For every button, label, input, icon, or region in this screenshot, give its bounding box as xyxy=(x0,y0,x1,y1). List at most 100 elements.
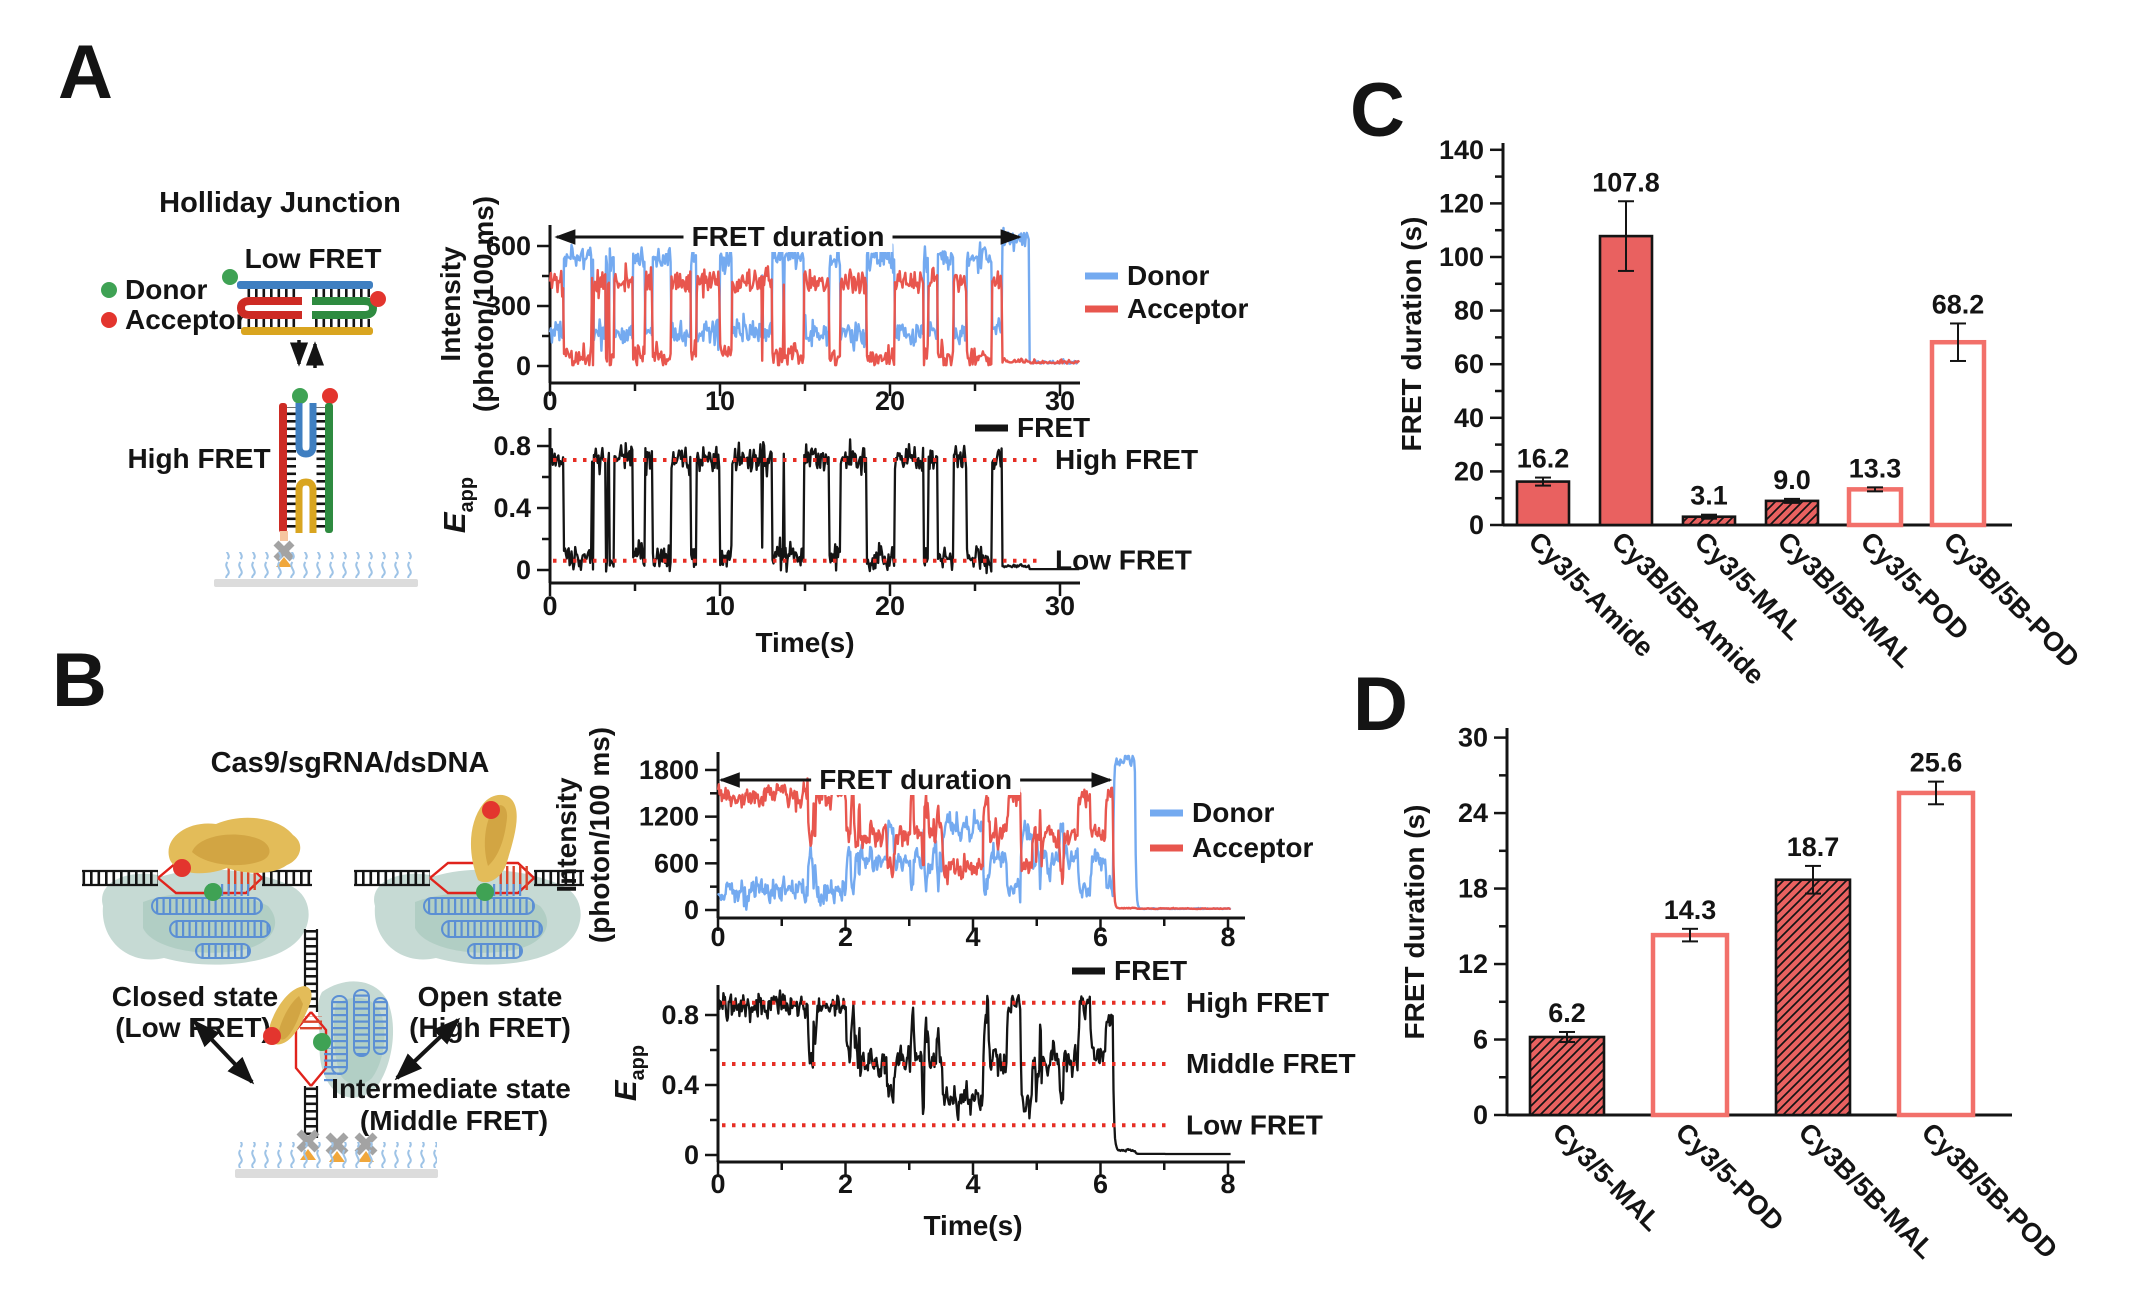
bar-Cy3B/5B-MAL xyxy=(1774,878,1852,1117)
y-tick-label: 600 xyxy=(654,848,699,878)
axes: 0 2 4 6 8 0 600 1200 1800 xyxy=(639,752,1245,952)
y-tick-label: 100 xyxy=(1439,242,1484,272)
fret-trace xyxy=(716,989,1231,1156)
bar-category-label: Cy3/5-POD xyxy=(1670,1117,1790,1237)
x-tick-label: 6 xyxy=(1093,922,1108,952)
axes: 0 10 20 30 0 0.4 0.8 xyxy=(493,428,1080,621)
bar-Cy3B/5B-Amide xyxy=(1598,234,1654,527)
high-fret-structure-icon xyxy=(279,388,338,533)
x-tick-label: 20 xyxy=(875,386,905,416)
panel-d-letter: D xyxy=(1353,662,1408,747)
bar-category-label: Cy3B/5B-POD xyxy=(1938,526,2085,673)
cas9-intermediate-state-icon xyxy=(263,929,394,1138)
intermediate-state-label: Intermediate state xyxy=(331,1073,571,1104)
guide-label: High FRET xyxy=(1186,987,1329,1018)
chart-b-fret: 0 2 4 6 8 0 0.4 0.8 High FRET Middle FRET Low FRET… xyxy=(608,955,1356,1241)
bar-category-label: Cy3/5-MAL xyxy=(1547,1117,1667,1237)
bar-value-label: 14.3 xyxy=(1664,895,1717,925)
bar-Cy3/5-POD xyxy=(1846,487,1904,528)
duration-arrow-label: FRET duration xyxy=(819,764,1012,795)
legend-label: Acceptor xyxy=(1192,832,1313,863)
chart-d-bars: 06121824306.2Cy3/5-MAL14.3Cy3/5-POD18.7C… xyxy=(1399,723,2063,1265)
x-tick-label: 8 xyxy=(1220,1169,1235,1199)
legend: FRET xyxy=(975,412,1090,443)
bar-Cy3/5-POD xyxy=(1650,932,1730,1118)
y-tick-label: 0 xyxy=(516,555,531,585)
x-tick-label: 10 xyxy=(705,591,735,621)
guide-label: High FRET xyxy=(1055,444,1198,475)
y-tick-label: 12 xyxy=(1458,949,1488,979)
cas9-open-body-icon xyxy=(352,861,586,966)
y-tick-label: 80 xyxy=(1454,296,1484,326)
x-tick-label: 20 xyxy=(875,591,905,621)
bar-value-label: 25.6 xyxy=(1910,748,1963,778)
bar-value-label: 9.0 xyxy=(1773,465,1811,495)
guide-label: Low FRET xyxy=(1186,1109,1323,1140)
y-tick-label: 300 xyxy=(486,291,531,321)
bar-Cy3/5-MAL xyxy=(1528,1035,1606,1117)
x-tick-label: 0 xyxy=(710,1169,725,1199)
y-axis-label-eapp: Eapp xyxy=(608,1045,649,1101)
x-tick-label: 4 xyxy=(965,922,980,952)
y-tick-label: 0.4 xyxy=(493,493,531,523)
legend-label: Donor xyxy=(1192,797,1275,828)
bar-value-label: 16.2 xyxy=(1517,444,1570,474)
y-tick-label: 40 xyxy=(1454,403,1484,433)
x-tick-label: 30 xyxy=(1045,591,1075,621)
panel-c-letter: C xyxy=(1350,68,1405,153)
y-tick-label: 30 xyxy=(1458,723,1488,753)
y-tick-label: 18 xyxy=(1458,874,1488,904)
bar-Cy3/5-Amide xyxy=(1515,480,1571,527)
x-tick-label: 0 xyxy=(710,922,725,952)
cas9-complex-body-icon xyxy=(82,861,312,965)
y-tick-label: 0 xyxy=(1469,510,1484,540)
closed-state-fret-label: (Low FRET) xyxy=(115,1012,271,1043)
acceptor-label: Acceptor xyxy=(125,304,246,335)
chart-a-fret: 0 10 20 30 0 0.4 0.8 High FRET Low FRET FRET Time(… xyxy=(437,412,1198,658)
surface-icon-b xyxy=(235,1142,438,1178)
y-tick-label: 140 xyxy=(1439,135,1484,165)
x-tick-label: 0 xyxy=(542,591,557,621)
bar-category-label: Cy3B/5B-Amide xyxy=(1606,526,1770,690)
x-tick-label: 6 xyxy=(1093,1169,1108,1199)
y-tick-label: 0 xyxy=(1473,1100,1488,1130)
open-state-fret-label: (High FRET) xyxy=(409,1012,571,1043)
open-state-label: Open state xyxy=(418,981,563,1012)
duration-arrow-label: FRET duration xyxy=(692,221,885,252)
x-tick-label: 10 xyxy=(705,386,735,416)
x-tick-label: 8 xyxy=(1220,922,1235,952)
x-axis-label: Time(s) xyxy=(755,627,854,658)
bar-value-label: 107.8 xyxy=(1592,167,1660,197)
acceptor-dot-icon xyxy=(101,312,117,328)
panel-b-letter: B xyxy=(52,638,107,723)
holliday-title: Holliday Junction xyxy=(159,187,401,219)
intermediate-open-arrow xyxy=(394,1017,461,1081)
holliday-junction-diagram: Holliday Junction Low FRET Donor Accepto… xyxy=(101,187,418,587)
guide-label: Middle FRET xyxy=(1186,1048,1356,1079)
bar-value-label: 3.1 xyxy=(1690,481,1728,511)
y-tick-label: 0 xyxy=(684,1140,699,1170)
y-axis-label: FRET duration (s) xyxy=(1399,805,1430,1040)
cas9-closed-state-icon xyxy=(168,817,301,877)
y-axis-label-eapp: Eapp xyxy=(437,477,478,533)
x-tick-label: 2 xyxy=(838,1169,853,1199)
bar-value-label: 68.2 xyxy=(1932,289,1985,319)
bar-value-label: 13.3 xyxy=(1849,453,1902,483)
y-tick-label: 600 xyxy=(486,231,531,261)
high-fret-label: High FRET xyxy=(127,443,270,474)
y-tick-label: 1800 xyxy=(639,755,699,785)
y-tick-label: 1200 xyxy=(639,802,699,832)
fret-trace xyxy=(548,438,1080,575)
donor-trace xyxy=(548,226,1080,365)
legend-label: Donor xyxy=(1127,260,1210,291)
low-fret-structure-icon xyxy=(222,269,386,335)
y-tick-label: 0 xyxy=(516,351,531,381)
legend: Donor Acceptor xyxy=(1150,797,1313,863)
chart-c-bars: 02040608010012014016.2Cy3/5-Amide107.8Cy… xyxy=(1396,135,2085,691)
y-tick-label: 0.8 xyxy=(661,1000,699,1030)
guide-label: Low FRET xyxy=(1055,545,1192,576)
